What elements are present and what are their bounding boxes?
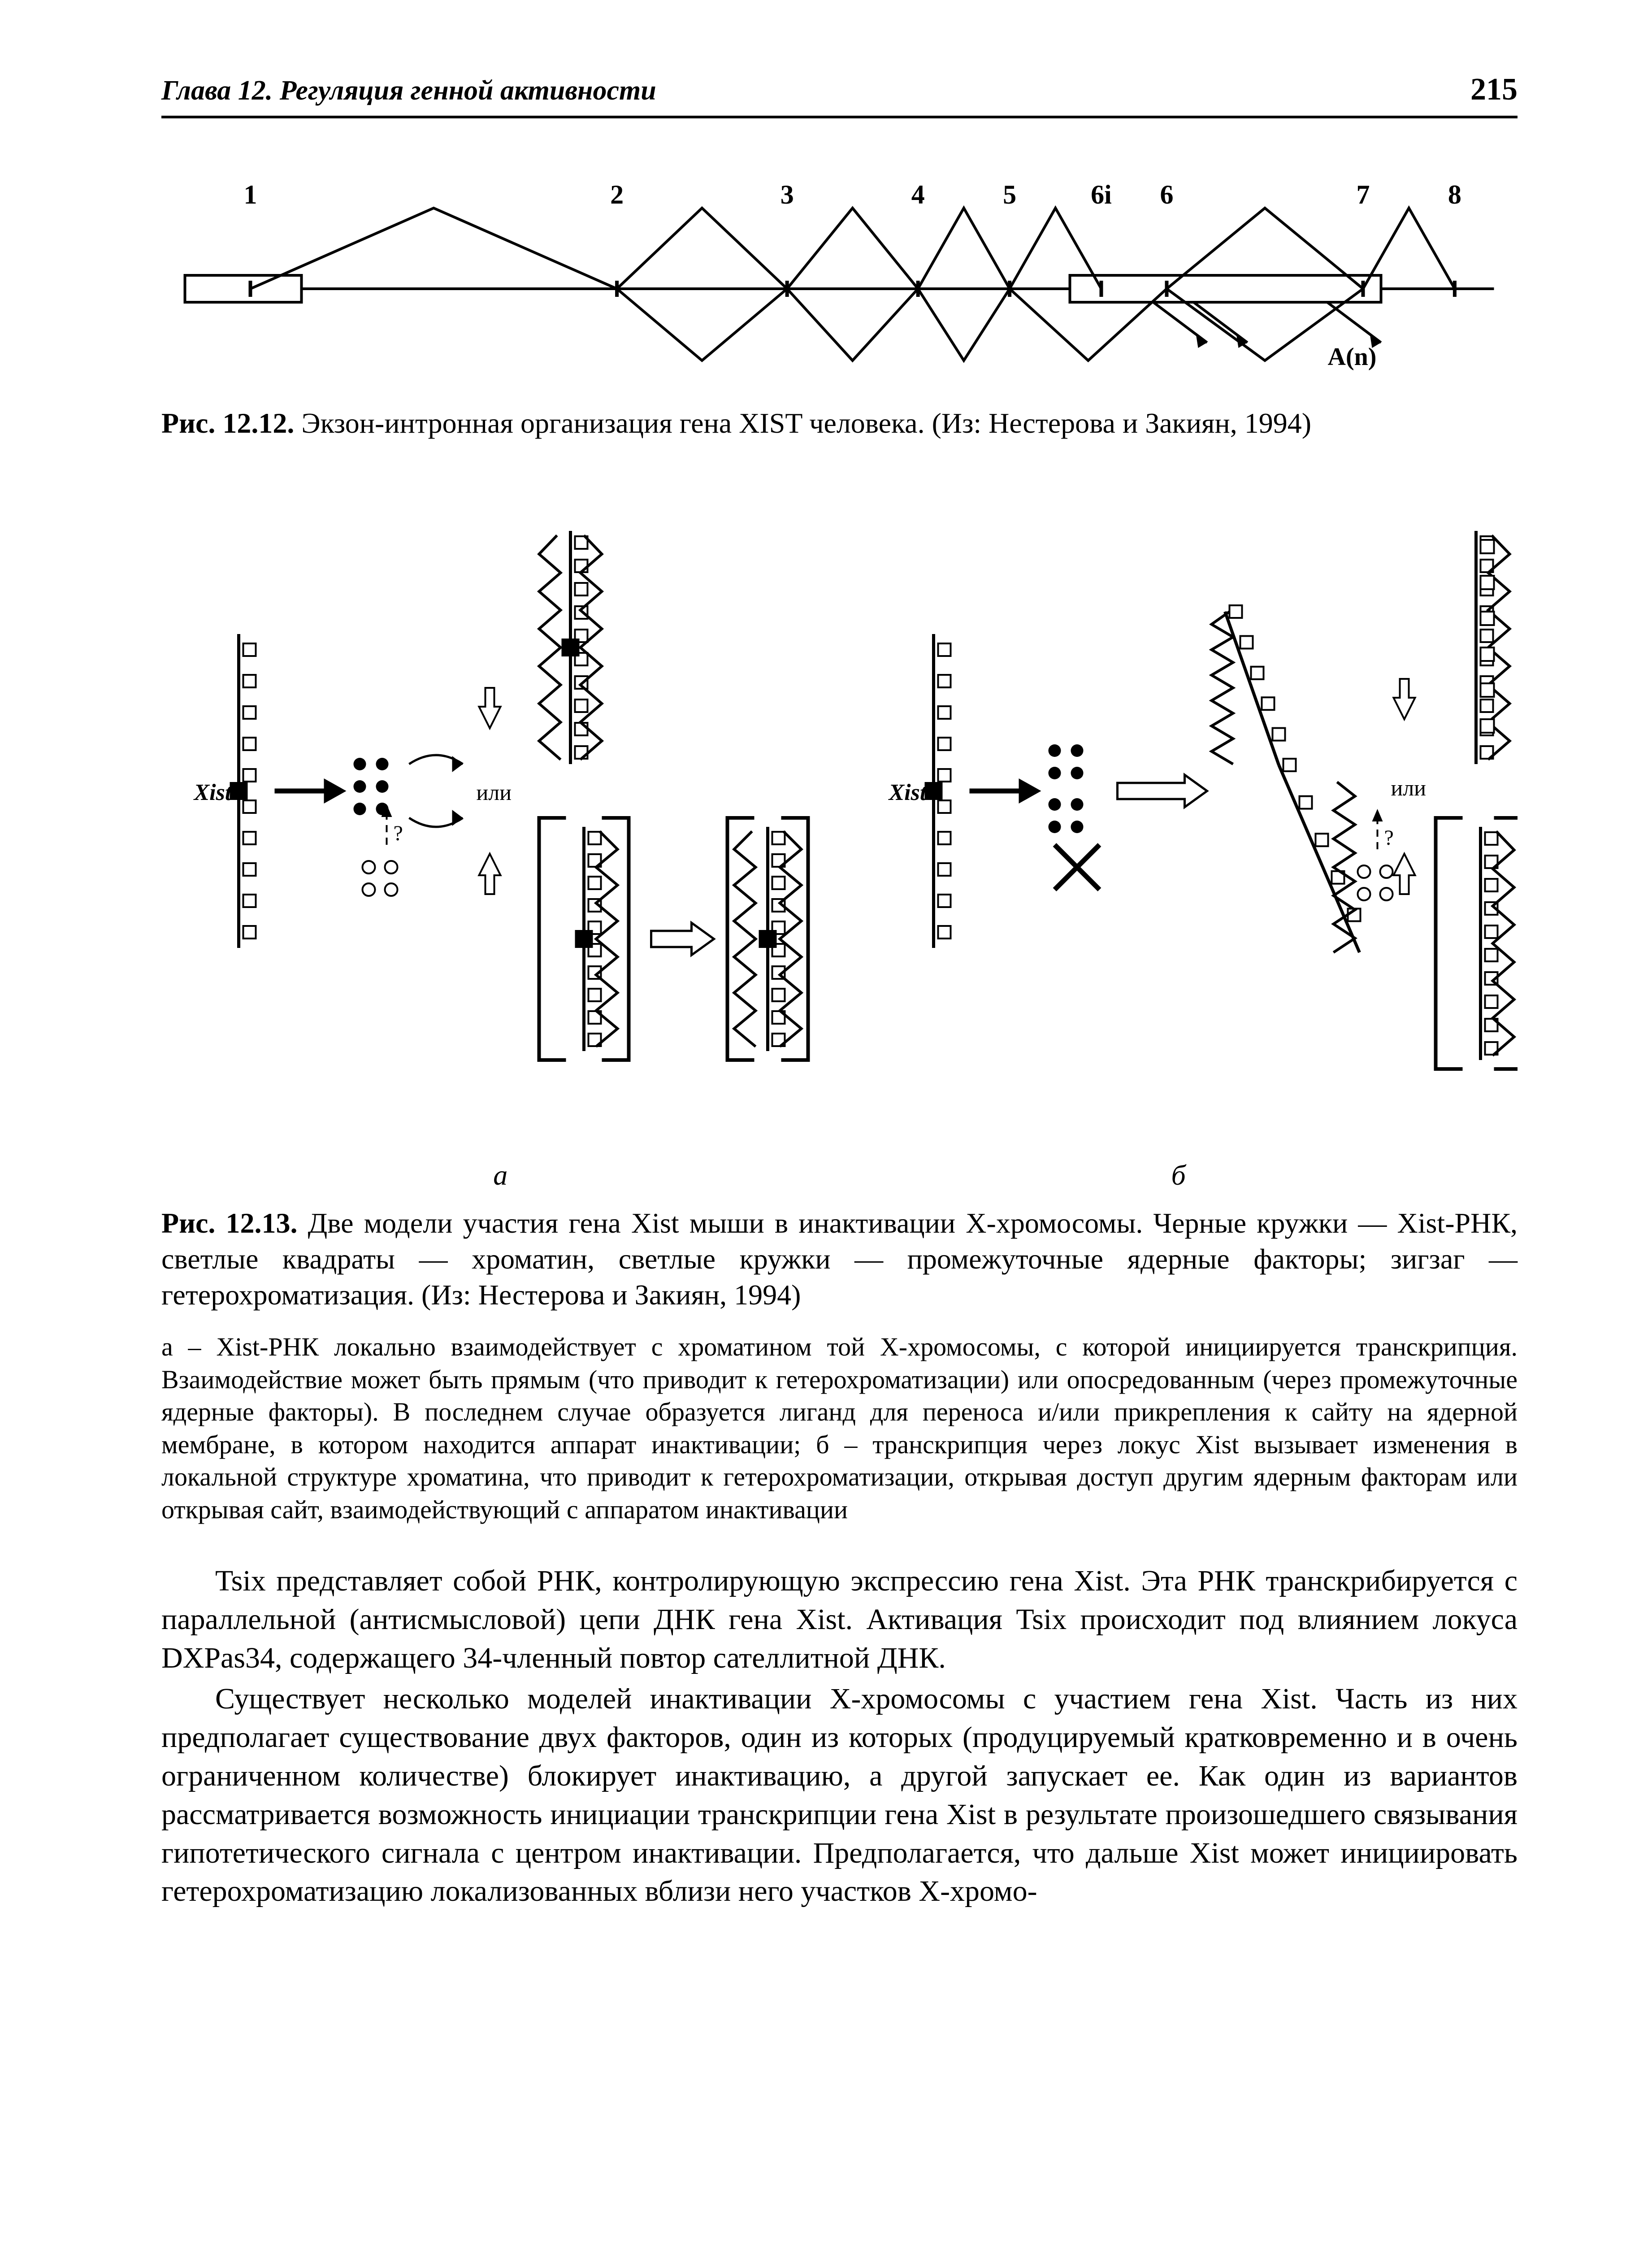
svg-text:6i: 6i [1091, 180, 1112, 209]
svg-text:6: 6 [1160, 180, 1174, 209]
figure-12-13-caption: Рис. 12.13. Две модели участия гена Xist… [161, 1205, 1518, 1313]
svg-text:или: или [477, 780, 512, 805]
figure-12-13-sublegend: а – Xist-РНК локально взаимодействует с … [161, 1331, 1518, 1526]
figure-12-13: Xist? или Xist или? [161, 477, 1518, 1150]
svg-text:1: 1 [244, 180, 257, 209]
body-paragraph-1: Tsix представляет собой РНК, контролирую… [161, 1562, 1518, 1677]
svg-text:7: 7 [1357, 180, 1370, 209]
svg-text:?: ? [1384, 826, 1394, 850]
chapter-label: Глава 12. Регуляция генной активности [161, 75, 656, 107]
svg-text:8: 8 [1448, 180, 1461, 209]
page: Глава 12. Регуляция генной активности 21… [0, 0, 1652, 2242]
svg-text:A(n): A(n) [1328, 343, 1377, 371]
panel-b-label: б [840, 1159, 1518, 1192]
svg-text:Xist: Xist [888, 780, 927, 805]
figure-12-12-caption-text: Экзон-интронная организация гена XIST че… [294, 407, 1311, 439]
figure-12-12-caption: Рис. 12.12. Экзон-интронная организация … [161, 405, 1518, 441]
panel-a-label: а [161, 1159, 840, 1192]
svg-text:?: ? [394, 821, 403, 845]
svg-text:3: 3 [780, 180, 794, 209]
figure-12-12-number: Рис. 12.12. [161, 407, 294, 439]
running-head: Глава 12. Регуляция генной активности 21… [161, 72, 1518, 118]
svg-text:или: или [1391, 775, 1426, 800]
body-paragraph-2: Существует несколько моделей инактивации… [161, 1680, 1518, 1911]
svg-text:2: 2 [610, 180, 624, 209]
svg-text:Xist: Xist [193, 780, 232, 805]
figure-12-12: 1 2 3 4 5 6i 6 7 8 A(n) [161, 154, 1518, 387]
figure-12-13-caption-text: Две модели участия гена Xist мыши в инак… [161, 1207, 1518, 1311]
figure-12-13-number: Рис. 12.13. [161, 1207, 298, 1239]
page-number: 215 [1470, 72, 1518, 108]
svg-text:5: 5 [1003, 180, 1016, 209]
svg-text:4: 4 [911, 180, 925, 209]
